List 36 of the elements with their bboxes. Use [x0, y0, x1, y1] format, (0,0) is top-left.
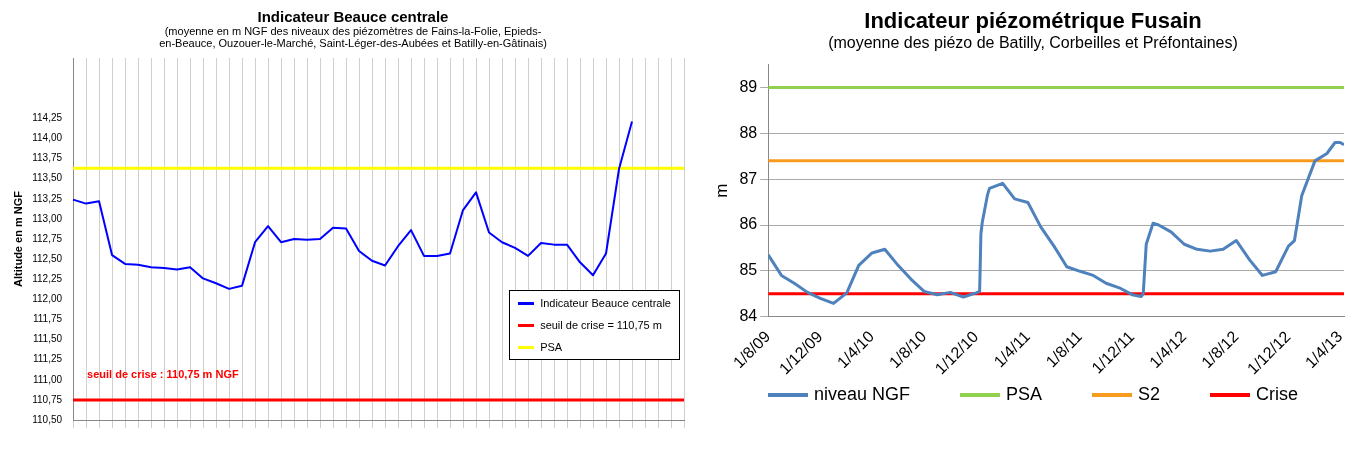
legend-label: PSA	[1005, 384, 1043, 405]
chart-subtitle: (moyenne en m NGF des niveaux des piézomètres de Fains-la-Folie, Epieds-en-Beauce, Ouzouer-le-Marché, Saint-Léger-des-Aubées et Batilly-en-Gâtinais)	[158, 25, 548, 49]
chart-title: Indicateur piézométrique Fusain	[863, 8, 1203, 34]
legend-label: Crise	[1256, 384, 1299, 405]
legend-label: seuil de crise = 110,75 m	[540, 319, 662, 331]
y-tick-label: 87	[739, 169, 758, 187]
y-tick-label: 111,75	[32, 313, 63, 325]
y-tick-label: 114,25	[32, 112, 63, 124]
y-tick-label: 111,25	[32, 353, 63, 365]
legend-label: S2	[1138, 384, 1161, 405]
y-tick-label: 113,50	[32, 172, 63, 184]
annotation: seuil de crise : 110,75 m NGF	[87, 368, 239, 381]
y-tick-label: 111,00	[32, 373, 63, 385]
y-tick-label: 112,75	[32, 232, 63, 244]
y-tick-label: 114,00	[32, 132, 63, 144]
legend-label: Indicateur Beauce centrale	[540, 297, 671, 309]
y-tick-label: 110,50	[32, 413, 63, 425]
y-tick-label: 110,75	[32, 393, 63, 405]
y-tick-label: 88	[739, 123, 758, 141]
y-tick-label: 113,25	[32, 192, 63, 204]
y-tick-label: 89	[739, 77, 758, 95]
y-tick-label: 112,50	[32, 252, 63, 264]
y-tick-label: 112,25	[32, 272, 63, 284]
y-tick-label: 113,00	[32, 212, 63, 224]
y-axis-title: Altitude en m NGF	[11, 190, 24, 287]
y-tick-label: 111,50	[32, 333, 63, 345]
y-tick-label: 112,00	[32, 293, 63, 305]
y-axis-title: m	[711, 183, 731, 198]
chart-subtitle: (moyenne des piézo de Batilly, Corbeilles et Préfontaines)	[827, 34, 1239, 52]
legend-label: niveau NGF	[813, 384, 910, 405]
y-tick-label: 86	[739, 215, 758, 233]
legend-label: PSA	[540, 341, 563, 353]
y-tick-label: 113,75	[32, 152, 63, 164]
chart-title: Indicateur Beauce centrale	[256, 8, 450, 25]
y-tick-label: 85	[739, 261, 758, 279]
y-tick-label: 84	[739, 307, 758, 325]
